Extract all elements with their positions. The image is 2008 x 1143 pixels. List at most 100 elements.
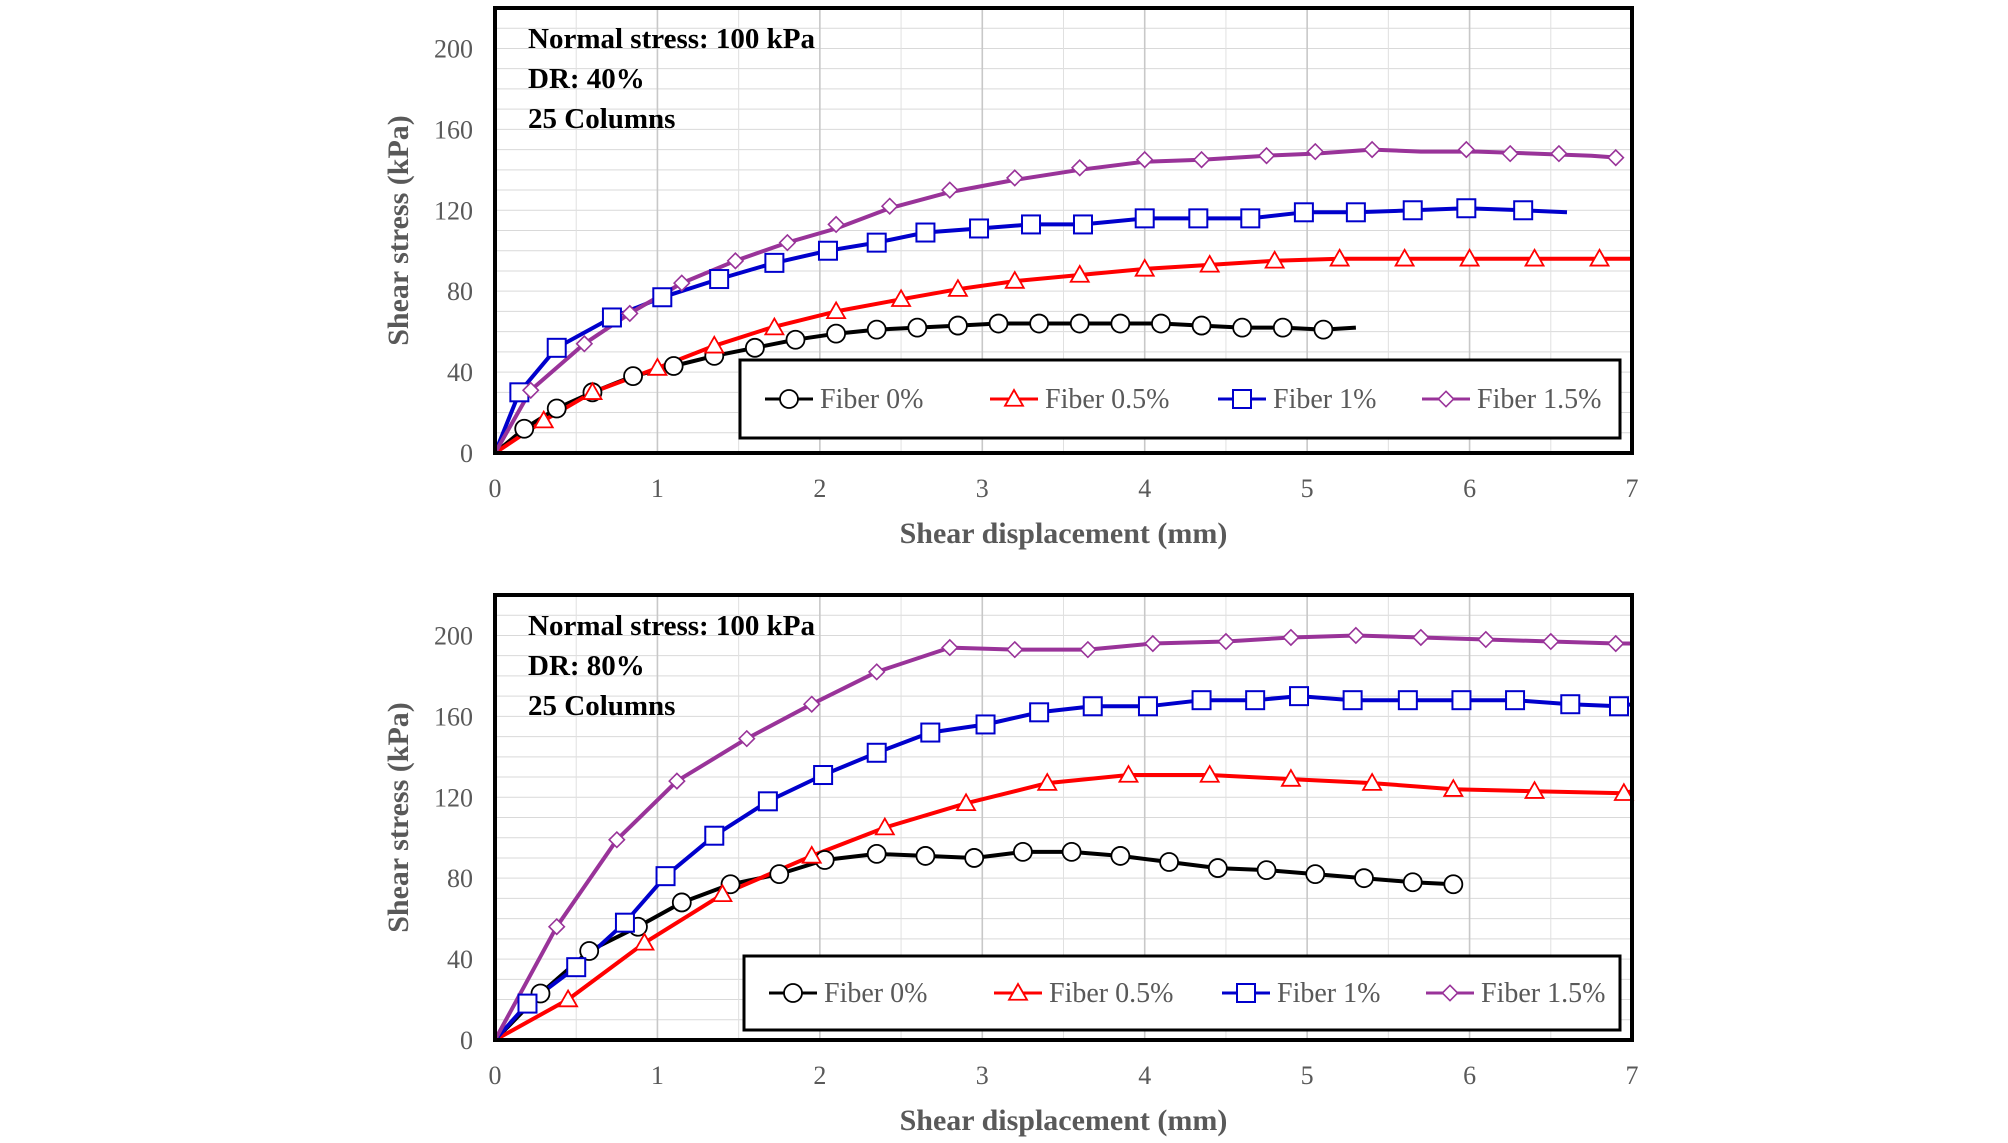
chart2-point (1280, 768, 1302, 787)
chart1-x-tick-label: 1 (651, 474, 664, 503)
chart1-point (1264, 250, 1286, 269)
chart1-legend-label: Fiber 1.5% (1477, 384, 1601, 415)
chart1-point (623, 366, 643, 387)
chart2-series-markers-3 (517, 686, 1630, 1014)
chart1-point (663, 356, 684, 376)
chart2-x-tick-label: 1 (651, 1061, 664, 1090)
chart1-point (546, 337, 567, 358)
chart1-point (866, 232, 887, 253)
chart2-point (1613, 782, 1635, 801)
chart1-point (1329, 248, 1351, 267)
chart1-point (621, 304, 639, 323)
chart1-point (744, 337, 765, 358)
chart2-point (737, 729, 756, 748)
chart2-point (1005, 640, 1024, 659)
chart1-point (988, 313, 1009, 334)
chart1-point (1394, 248, 1416, 267)
chart2-point (1144, 634, 1162, 653)
chart1-x-tick-label: 3 (976, 474, 989, 503)
chart2-point (1443, 874, 1464, 895)
chart1-point (1513, 200, 1534, 221)
chart1-point (825, 300, 847, 320)
chart2-legend-label: Fiber 0.5% (1049, 978, 1173, 1009)
chart1-legend-box (738, 358, 1622, 440)
chart1-point (709, 269, 730, 290)
chart2-point (1191, 690, 1212, 711)
chart2-point (1256, 860, 1277, 880)
chart1-legend-label: Fiber 0.5% (1045, 384, 1169, 415)
chart1-point (1232, 317, 1253, 338)
chart2-point (1523, 780, 1546, 799)
chart1-point (1192, 150, 1211, 169)
chart1-point (1550, 144, 1568, 163)
chart2-point (655, 866, 676, 887)
chart2-point (1442, 778, 1464, 797)
chart2-x-tick-label: 6 (1463, 1061, 1476, 1090)
chart1-legend-marker (1437, 390, 1455, 408)
chart2-point (866, 742, 887, 763)
chart1-plot-frame (493, 6, 1634, 455)
chart1-point (1523, 248, 1546, 267)
chart1-point (948, 315, 968, 336)
chart1-point (1459, 248, 1481, 267)
chart1-point (1606, 148, 1625, 167)
chart2-point (547, 917, 566, 936)
chart1-y-tick-label: 200 (434, 34, 473, 63)
chart2-point (920, 722, 941, 743)
chart1-point (521, 381, 540, 400)
chart2-point (1199, 764, 1221, 783)
chart1-y-tick-label: 160 (434, 115, 473, 144)
chart1-point (1070, 159, 1089, 177)
chart1-point (646, 357, 668, 376)
chart2-point (1082, 696, 1103, 717)
chart1-point (1135, 150, 1154, 169)
chart2-point (769, 864, 790, 885)
chart1-x-tick-label: 0 (489, 474, 502, 503)
chart2-point (1505, 690, 1526, 711)
chart2-point (557, 988, 579, 1008)
chart1-x-axis-title: Shear displacement (mm) (900, 517, 1228, 550)
chart2-point (1477, 630, 1495, 649)
chart1-point (763, 316, 785, 336)
chart1-point (703, 334, 725, 354)
chart2-point (1305, 864, 1326, 885)
chart2-y-axis-title: Shear stress (kPa) (382, 702, 415, 933)
chart1-point (1110, 313, 1131, 334)
chart2-point (1397, 690, 1418, 711)
chart1-point (969, 218, 990, 239)
chart1-point (915, 222, 936, 243)
chart1-point (1456, 198, 1477, 219)
chart2-y-tick-label: 120 (434, 783, 473, 812)
chart2-point (1609, 696, 1630, 717)
chart2-legend-marker (1236, 983, 1256, 1003)
chart2-point (1451, 690, 1472, 711)
chart2-x-tick-label: 2 (813, 1061, 826, 1090)
chart1-point (1004, 270, 1026, 289)
chart2-series-markers-4 (547, 626, 1625, 936)
chart1-point (1069, 264, 1091, 283)
chart1-series-markers-2 (533, 248, 1611, 429)
chart1-legend: Fiber 0% Fiber 0.5% Fiber 1% Fiber 1.5% (738, 358, 1622, 440)
chart2-point (1361, 772, 1383, 791)
chart1-point (1457, 140, 1476, 159)
chart2-point (1029, 702, 1050, 723)
chart2-y-tick-label: 40 (447, 945, 473, 974)
chart2-point (1354, 868, 1374, 889)
chart1-y-tick-label: 80 (447, 277, 473, 306)
chart1-point (575, 334, 594, 353)
chart2-point (720, 874, 741, 895)
chart1-point (1069, 313, 1090, 334)
chart1-series-markers-4 (521, 140, 1625, 400)
chart2-plot-frame (493, 593, 1634, 1042)
chart1-point (866, 319, 887, 340)
chart2-point (671, 892, 692, 913)
chart1-annotation-2: DR: 40% (528, 63, 645, 95)
chart2-point (801, 845, 823, 864)
chart2-point (1560, 694, 1581, 715)
chart1-grid (495, 8, 1632, 453)
chart2-point (1289, 686, 1310, 707)
chart1: 0 40 80 120 160 200 0 1 2 3 4 5 6 7 Shear displacement… (382, 6, 1639, 550)
chart2-point (608, 830, 626, 849)
chart1-point (514, 418, 535, 439)
